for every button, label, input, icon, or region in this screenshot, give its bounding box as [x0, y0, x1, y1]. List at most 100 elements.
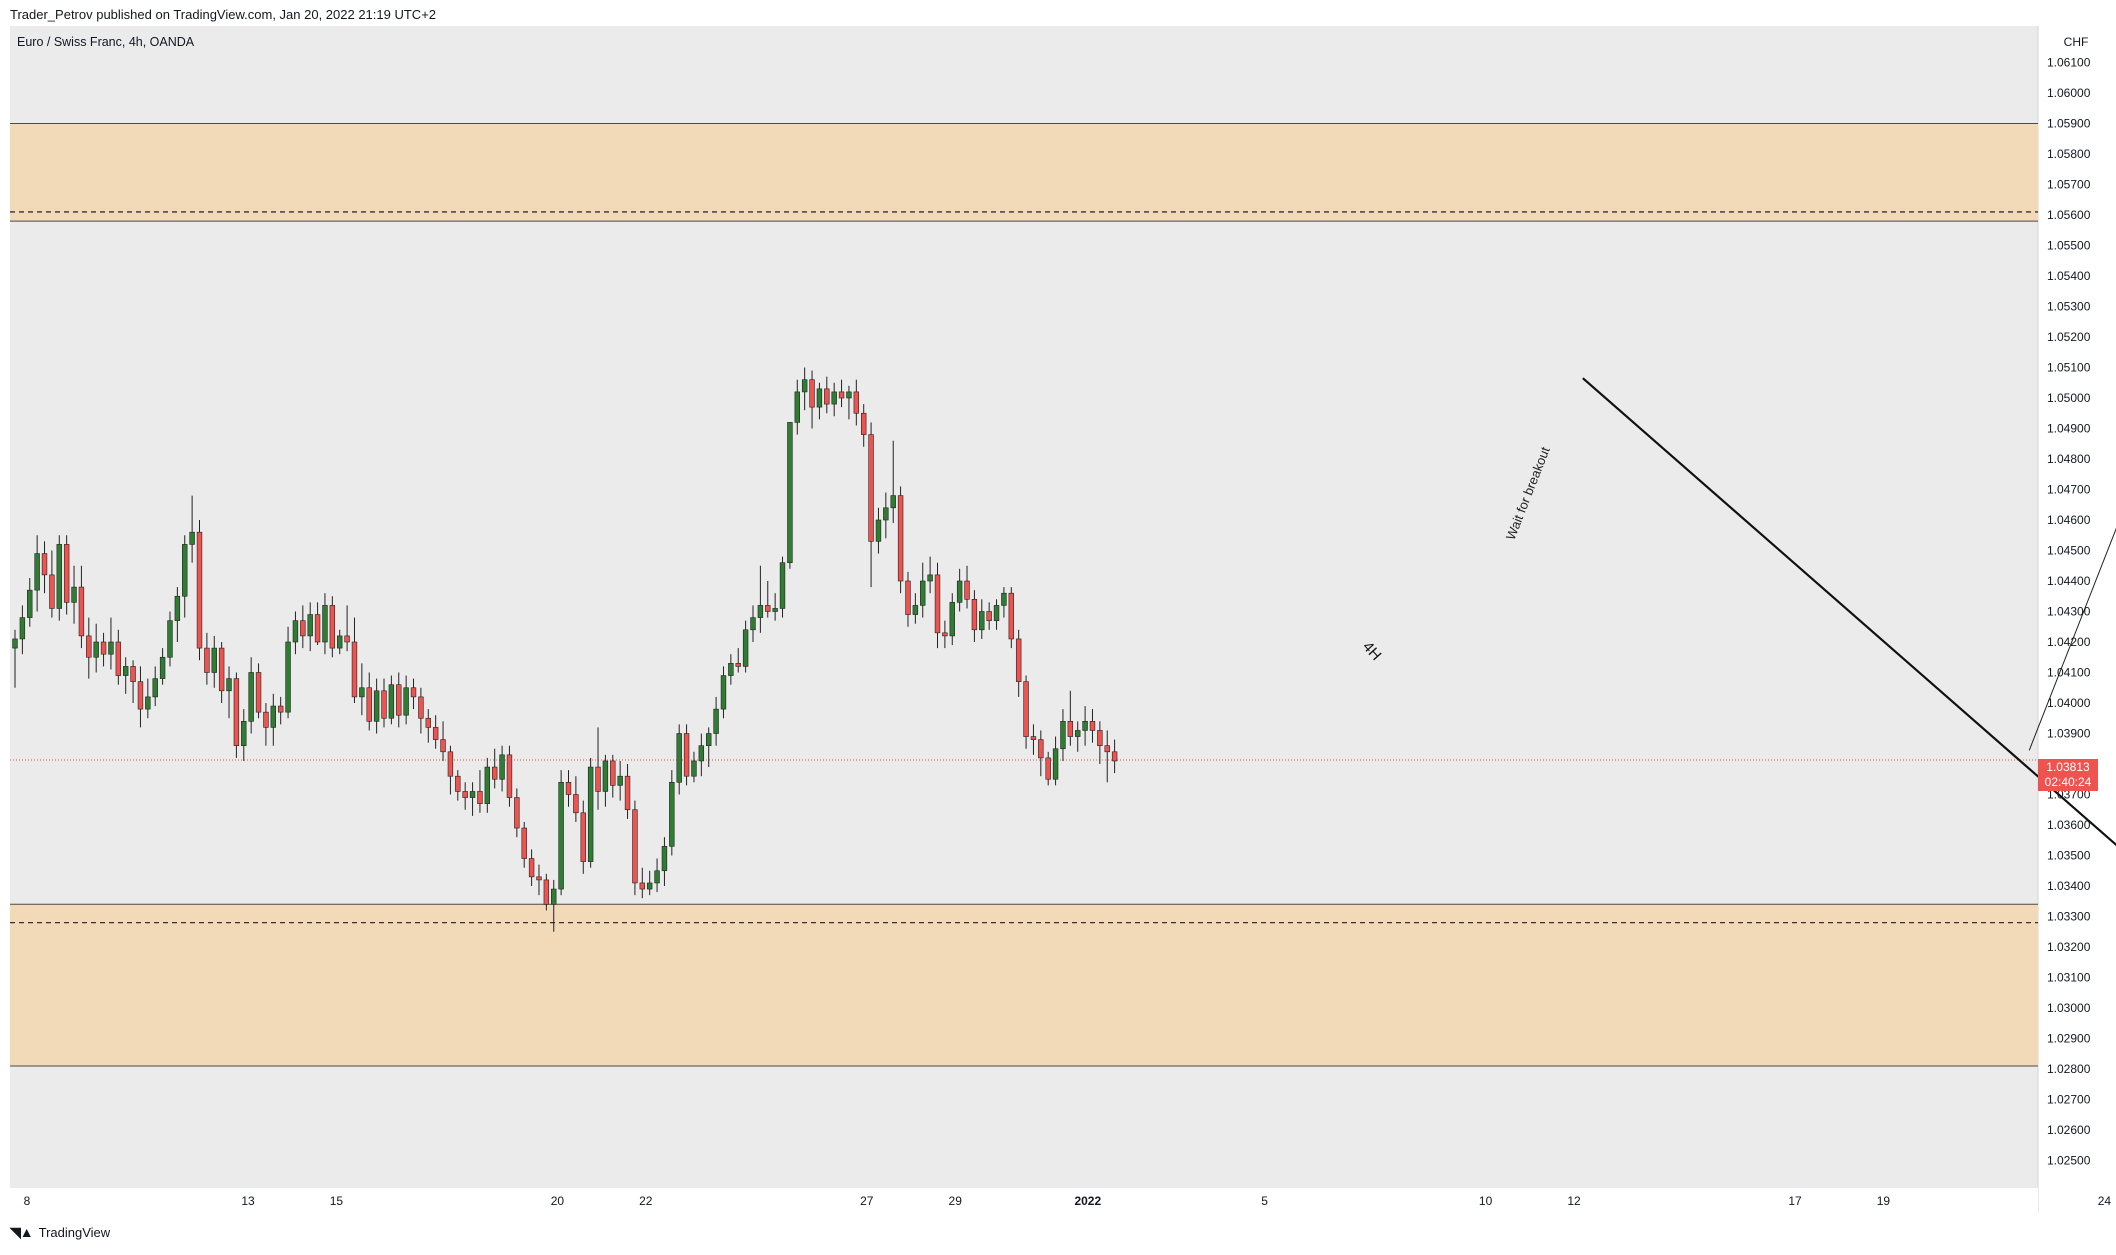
candle-body — [1045, 757, 1051, 780]
currency-label: CHF — [2064, 35, 2089, 49]
candle-body — [573, 794, 579, 814]
candle-body — [595, 766, 601, 792]
candle-body — [809, 379, 815, 408]
footer-brand[interactable]: ◥▲ TradingView — [10, 1224, 110, 1241]
y-tick-label: 1.03400 — [2047, 879, 2091, 893]
candle-body — [765, 605, 771, 612]
x-tick-label: 15 — [330, 1194, 344, 1208]
y-tick-label: 1.03500 — [2047, 849, 2091, 863]
candle-body — [838, 391, 845, 399]
candle-body — [447, 751, 454, 777]
candle-body — [41, 553, 48, 576]
candle-body — [1104, 745, 1110, 753]
candle-body — [706, 733, 712, 746]
tradingview-logo-icon: ◥▲ — [10, 1224, 34, 1240]
candle-body — [728, 663, 734, 676]
x-tick-label: 10 — [1479, 1194, 1493, 1208]
candle-body — [565, 781, 572, 795]
time-axis[interactable] — [10, 1187, 2038, 1213]
candle-body — [720, 675, 727, 710]
x-tick-label: 17 — [1788, 1194, 1802, 1208]
y-tick-label: 1.02700 — [2047, 1093, 2091, 1107]
y-tick-label: 1.06100 — [2047, 56, 2091, 70]
breakout-arrow[interactable] — [2028, 232, 2116, 751]
candle-body — [71, 586, 77, 603]
candle-body — [1060, 720, 1066, 750]
candle-body — [292, 620, 299, 643]
y-tick-label: 1.04900 — [2047, 422, 2091, 436]
candle-body — [779, 562, 786, 609]
x-tick-label: 22 — [639, 1194, 653, 1208]
candle-body — [440, 739, 446, 753]
candle-body — [123, 666, 129, 676]
candle-body — [1052, 748, 1059, 780]
candle-body — [263, 711, 269, 728]
candle-body — [78, 586, 85, 637]
y-tick-label: 1.03300 — [2047, 910, 2091, 924]
price-scale[interactable] — [2038, 26, 2106, 1213]
candle-body — [477, 791, 483, 804]
candle-body — [455, 775, 461, 792]
candle-body — [934, 574, 941, 634]
candle-body — [12, 638, 18, 649]
x-tick-label: 8 — [24, 1194, 31, 1208]
candle-body — [418, 696, 424, 719]
candle-body — [174, 595, 181, 621]
candle-body — [964, 580, 970, 600]
candle-body — [373, 690, 380, 722]
candle-body — [196, 531, 203, 649]
x-tick-label: 2022 — [1074, 1194, 1101, 1208]
candle-body — [794, 391, 800, 423]
candle-body — [1082, 720, 1088, 731]
trendline[interactable] — [1582, 377, 2116, 912]
candle-body — [469, 791, 476, 798]
y-tick-label: 1.05600 — [2047, 208, 2091, 222]
y-tick-label: 1.04000 — [2047, 696, 2091, 710]
y-tick-label: 1.04500 — [2047, 544, 2091, 558]
candle-body — [49, 574, 55, 609]
candle-body — [1097, 730, 1103, 747]
candle-body — [742, 629, 749, 667]
candle-body — [920, 580, 926, 606]
candle-body — [63, 544, 70, 603]
candle-body — [86, 635, 92, 658]
candle-body — [226, 678, 232, 692]
candle-body — [602, 760, 609, 792]
x-tick-label: 29 — [949, 1194, 963, 1208]
candle-body — [108, 641, 114, 655]
candle-body — [927, 574, 933, 582]
candle-body — [100, 641, 107, 655]
candle-body — [735, 663, 741, 667]
candle-body — [145, 696, 151, 710]
candle-body — [211, 647, 217, 673]
y-tick-label: 1.04200 — [2047, 635, 2091, 649]
y-tick-label: 1.05500 — [2047, 239, 2091, 253]
candle-body — [270, 705, 276, 728]
y-tick-label: 1.03600 — [2047, 818, 2091, 832]
candle-body — [351, 641, 358, 698]
y-tick-label: 1.05000 — [2047, 391, 2091, 405]
y-tick-label: 1.05800 — [2047, 147, 2091, 161]
candle-body — [846, 391, 852, 399]
candle-body — [890, 495, 896, 509]
y-tick-label: 1.02600 — [2047, 1123, 2091, 1137]
y-tick-label: 1.05700 — [2047, 178, 2091, 192]
candle-body — [1030, 736, 1037, 740]
candle-body — [344, 635, 350, 643]
candle-body — [233, 678, 240, 746]
candle-body — [130, 666, 136, 682]
candle-body — [337, 635, 343, 649]
y-tick-label: 1.05100 — [2047, 361, 2091, 375]
candle-body — [646, 882, 653, 890]
candle-body — [956, 580, 963, 603]
candle-body — [521, 827, 527, 859]
candle-body — [905, 580, 911, 615]
candle-body — [639, 882, 646, 890]
candle-body — [676, 733, 682, 783]
candle-body — [167, 620, 173, 658]
candle-body — [462, 791, 468, 798]
candle-body — [285, 641, 291, 713]
candle-body — [359, 687, 365, 698]
